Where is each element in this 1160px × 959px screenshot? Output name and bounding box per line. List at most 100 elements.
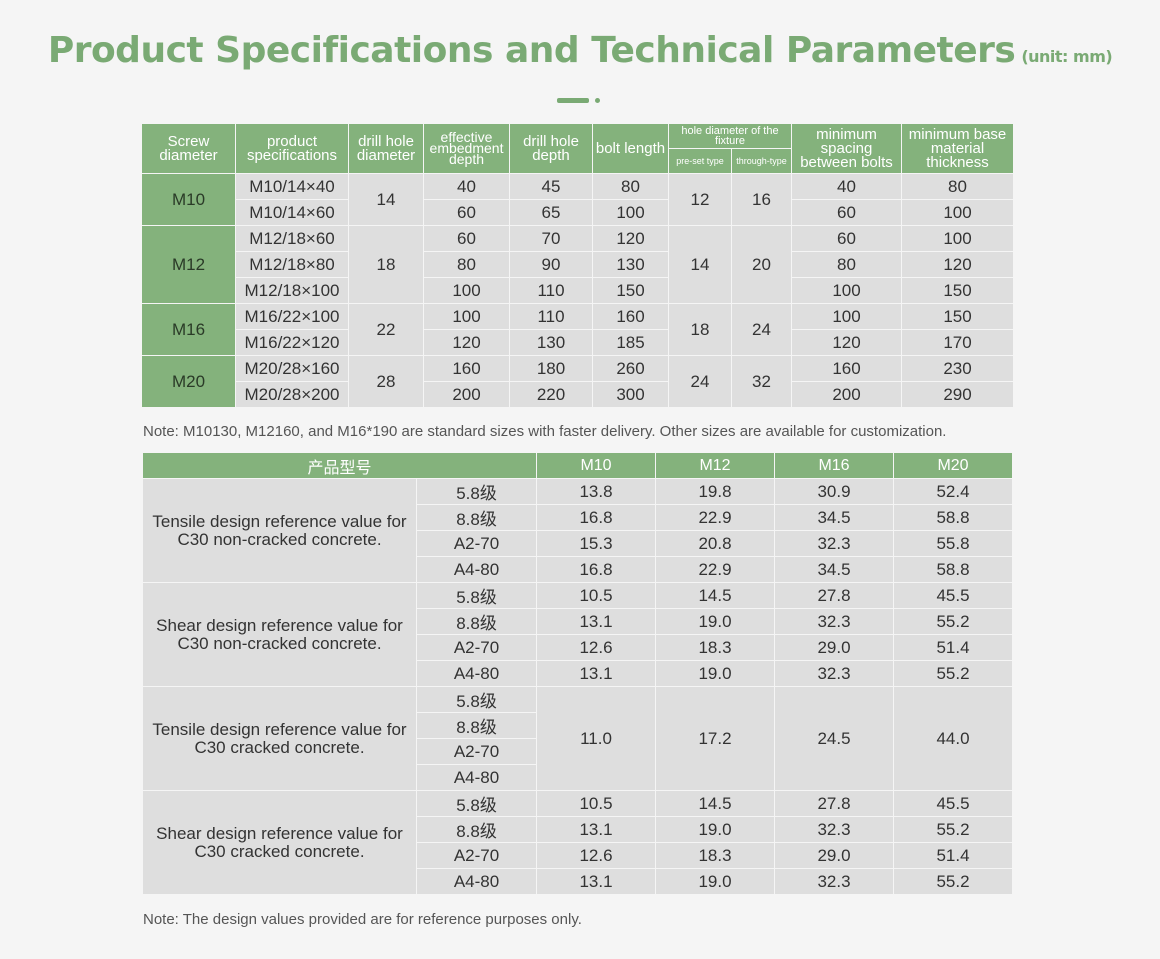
embedment-depth-cell: 100 [423, 303, 510, 330]
through-type-cell: 16 [731, 173, 792, 226]
table-row: A2-70 15.3 20.8 32.3 55.8 [143, 530, 1014, 557]
value-cell: 18.3 [655, 634, 776, 661]
grade-cell: 8.8级 [415, 504, 538, 531]
table-row: A4-80 13.1 19.0 32.3 55.2 [143, 868, 1014, 895]
table-row: A4-80 16.8 22.9 34.5 58.8 [143, 556, 1014, 583]
value-cell: 19.0 [655, 868, 776, 895]
value-cell: 11.0 [536, 686, 657, 791]
value-cell: 30.9 [774, 478, 895, 505]
table-row: 8.8级 [143, 712, 1013, 739]
bolt-length-cell: 185 [592, 329, 669, 356]
section-label-cell: Tensile design reference value for C30 n… [142, 478, 417, 583]
value-cell: 13.1 [536, 816, 657, 843]
product-spec-cell: M20/28×200 [235, 381, 349, 408]
section-label-cell: Shear design reference value for C30 cra… [142, 790, 417, 895]
table-row: M12/18×100 100 110 150 100 150 [142, 277, 1014, 304]
header-model-col: M12 [655, 452, 776, 479]
value-cell: 22.9 [655, 504, 776, 531]
minimum-spacing-cell: 60 [791, 225, 902, 252]
value-cell: 19.8 [655, 478, 776, 505]
embedment-depth-cell: 40 [423, 173, 510, 200]
minimum-spacing-cell: 100 [791, 277, 902, 304]
header-minimum-spacing: minimum spacing between bolts [791, 123, 902, 174]
grade-cell: A2-70 [415, 738, 538, 765]
grade-cell: A2-70 [415, 530, 538, 557]
embedment-depth-cell: 60 [423, 199, 510, 226]
value-cell: 55.2 [893, 816, 1014, 843]
value-cell: 29.0 [774, 634, 895, 661]
product-spec-cell: M12/18×60 [235, 225, 349, 252]
through-type-cell: 32 [731, 355, 792, 408]
embedment-depth-cell: 80 [423, 251, 510, 278]
value-cell: 12.6 [536, 842, 657, 869]
value-cell: 27.8 [774, 582, 895, 609]
minimum-spacing-cell: 160 [791, 355, 902, 382]
grade-cell: A4-80 [415, 660, 538, 687]
minimum-spacing-cell: 60 [791, 199, 902, 226]
grade-cell: A4-80 [415, 764, 538, 791]
product-spec-cell: M10/14×60 [235, 199, 349, 226]
bolt-length-cell: 80 [592, 173, 669, 200]
value-cell: 19.0 [655, 816, 776, 843]
value-cell: 14.5 [655, 790, 776, 817]
value-cell: 24.5 [774, 686, 895, 791]
drill-hole-depth-cell: 110 [509, 277, 593, 304]
embedment-depth-cell: 120 [423, 329, 510, 356]
grade-cell: 8.8级 [415, 608, 538, 635]
bolt-length-cell: 260 [592, 355, 669, 382]
product-spec-cell: M16/22×100 [235, 303, 349, 330]
drill-hole-diameter-cell: 18 [348, 225, 424, 304]
header-through-type: through-type [731, 148, 792, 174]
page-title-text: Product Specifications and Technical Par… [47, 30, 1016, 71]
value-cell: 19.0 [655, 608, 776, 635]
value-cell: 32.3 [774, 608, 895, 635]
drill-hole-depth-cell: 130 [509, 329, 593, 356]
grade-cell: 5.8级 [415, 478, 538, 505]
header-drill-hole-depth: drill hole depth [509, 123, 593, 174]
product-spec-cell: M12/18×80 [235, 251, 349, 278]
grade-cell: 5.8级 [415, 686, 538, 713]
grade-cell: A4-80 [415, 556, 538, 583]
design-values-table-body: Tensile design reference value for C30 n… [142, 478, 1014, 895]
value-cell: 13.1 [536, 868, 657, 895]
value-cell: 58.8 [893, 504, 1014, 531]
table-row: A4-80 13.1 19.0 32.3 55.2 [143, 660, 1014, 687]
minimum-base-thickness-cell: 290 [901, 381, 1014, 408]
value-cell: 13.1 [536, 608, 657, 635]
header-product-model: 产品型号 [141, 452, 538, 479]
embedment-depth-cell: 200 [423, 381, 510, 408]
value-cell: 10.5 [536, 790, 657, 817]
grade-cell: 8.8级 [415, 816, 538, 843]
unit-label: (unit: mm) [1021, 47, 1113, 66]
drill-hole-diameter-cell: 22 [348, 303, 424, 356]
note-standard-sizes: Note: M10130, M12160, and M16*190 are st… [143, 423, 947, 440]
header-product-specifications: product specifications [235, 123, 349, 174]
table-row: M10/14×60 60 65 100 60 100 [142, 199, 1014, 226]
value-cell: 16.8 [536, 504, 657, 531]
value-cell: 52.4 [893, 478, 1014, 505]
table-row: A4-80 [143, 764, 1013, 791]
through-type-cell: 20 [731, 225, 792, 304]
table-row: A2-70 12.6 18.3 29.0 51.4 [143, 842, 1014, 869]
table-row: M12/18×80 80 90 130 80 120 [142, 251, 1014, 278]
specifications-table: Screw diameter product specifications dr… [141, 123, 1014, 408]
value-cell: 51.4 [893, 634, 1014, 661]
value-cell: 12.6 [536, 634, 657, 661]
note-reference-only: Note: The design values provided are for… [143, 911, 582, 928]
grade-cell: A2-70 [415, 634, 538, 661]
value-cell: 32.3 [774, 816, 895, 843]
value-cell: 55.2 [893, 608, 1014, 635]
value-cell: 27.8 [774, 790, 895, 817]
value-cell: 32.3 [774, 660, 895, 687]
table-row: M16/22×120 120 130 185 120 170 [142, 329, 1014, 356]
embedment-depth-cell: 100 [423, 277, 510, 304]
value-cell: 15.3 [536, 530, 657, 557]
through-type-cell: 24 [731, 303, 792, 356]
minimum-spacing-cell: 200 [791, 381, 902, 408]
product-spec-cell: M16/22×120 [235, 329, 349, 356]
drill-hole-depth-cell: 45 [509, 173, 593, 200]
embedment-depth-cell: 60 [423, 225, 510, 252]
value-cell: 58.8 [893, 556, 1014, 583]
header-model-col: M20 [893, 452, 1014, 479]
value-cell: 55.2 [893, 868, 1014, 895]
